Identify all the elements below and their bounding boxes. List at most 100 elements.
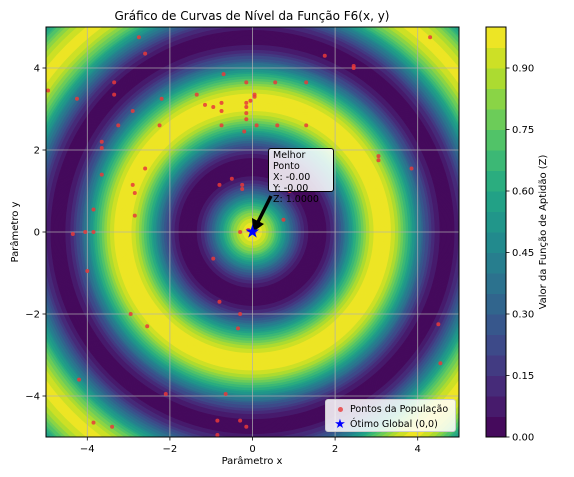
legend-label-population: Pontos da População [350,403,449,415]
population-point [244,80,249,85]
colorbar-segment [486,170,506,192]
population-point [254,123,259,128]
x-tick-label: 4 [415,444,421,455]
annotation-arrow [256,195,273,223]
legend-label-optimum: Ótimo Global (0,0) [350,418,438,430]
population-point [242,129,247,134]
population-point [83,230,88,234]
colorbar-tick-label: 0.60 [512,187,534,198]
x-axis: −4 −2 0 2 4 [80,437,421,455]
population-point [215,418,220,423]
legend-item-optimum: ★ Ótimo Global (0,0) [330,417,438,431]
population-point [91,207,96,212]
population-point [238,230,243,234]
plot-area: ★ [45,26,460,438]
population-point [136,35,141,40]
population-point [246,227,251,232]
population-point [143,166,148,171]
colorbar-segment [486,396,506,417]
population-point [351,66,356,70]
population-point [229,176,234,181]
colorbar-segment [486,27,506,48]
population-point [304,80,309,85]
population-point [438,361,443,366]
colorbar-segment [486,129,506,151]
population-point [281,217,286,222]
population-point [244,111,249,116]
colorbar: 0.00 0.15 0.30 0.45 0.60 0.75 0.90 Valor da Fu… [485,26,549,444]
star-icon: ★ [334,416,346,432]
population-point [132,213,137,218]
colorbar-segment [486,252,506,274]
population-point [273,80,278,85]
population-point [77,377,82,382]
legend: Pontos da População ★ Ótimo Global (0,0) [325,399,456,432]
population-point [143,51,148,56]
population-point [91,230,96,234]
population-point [240,182,245,187]
colorbar-segment [486,293,506,315]
colorbar-segment [486,47,506,69]
population-point [159,96,164,101]
annotation-line-x: X: -0.00 [273,172,311,183]
population-point [304,123,309,128]
population-point [219,100,224,105]
y-tick-label: 2 [34,146,40,157]
annotation-arrow-head [252,218,264,232]
population-point [211,104,216,109]
population-point [74,96,79,101]
colorbar-segment [486,375,506,397]
population-point [238,312,243,316]
population-point [46,88,51,93]
y-tick-label: −2 [25,310,40,321]
population-point [244,100,249,105]
x-axis-label: Parâmetro x [222,455,283,467]
colorbar-tick-label: 0.00 [512,433,534,444]
x-tick-label: 0 [249,444,255,455]
colorbar-segment [486,191,506,212]
population-point [221,72,226,77]
chart-title: Gráfico de Curvas de Nível da Função F6(… [115,9,390,23]
colorbar-segment [486,416,506,438]
population-point [145,324,150,329]
colorbar-segment [486,314,506,335]
population-point [211,256,216,261]
population-point [112,80,117,85]
colorbar-label: Valor da Função de Aptidão (Z) [538,154,549,309]
x-tick-label: −4 [80,444,95,455]
population-point [322,53,327,58]
annotation-line-title: Melhor Ponto [273,150,306,172]
colorbar-segment [486,211,506,233]
population-point [215,432,220,437]
population-point [116,123,121,128]
colorbar-tick-label: 0.75 [512,125,534,136]
population-point [244,117,249,122]
y-axis: −4 −2 0 2 4 [25,64,46,403]
annotation-line-y: Y: -0.00 [273,183,309,194]
population-point [99,172,104,177]
y-tick-label: 4 [34,64,40,75]
population-point [376,154,381,159]
population-point [99,145,104,150]
population-point [194,92,199,97]
population-point [436,322,441,327]
population-point [252,94,257,99]
population-point [275,123,280,128]
population-point [203,102,208,107]
colorbar-segment [486,68,506,89]
population-point [217,299,222,304]
y-tick-label: −4 [25,392,40,403]
colorbar-segment [486,355,506,376]
population-point [376,158,381,163]
population-point [70,232,75,237]
population-point [219,123,224,128]
global-optimum-star: ★ [244,222,260,243]
population-point [157,123,162,128]
colorbar-tick-label: 0.15 [512,371,534,382]
population-point [91,420,96,425]
colorbar-tick-label: 0.30 [512,310,534,321]
population-point [244,104,249,109]
population-point [112,92,117,97]
colorbar-segment [486,150,506,171]
